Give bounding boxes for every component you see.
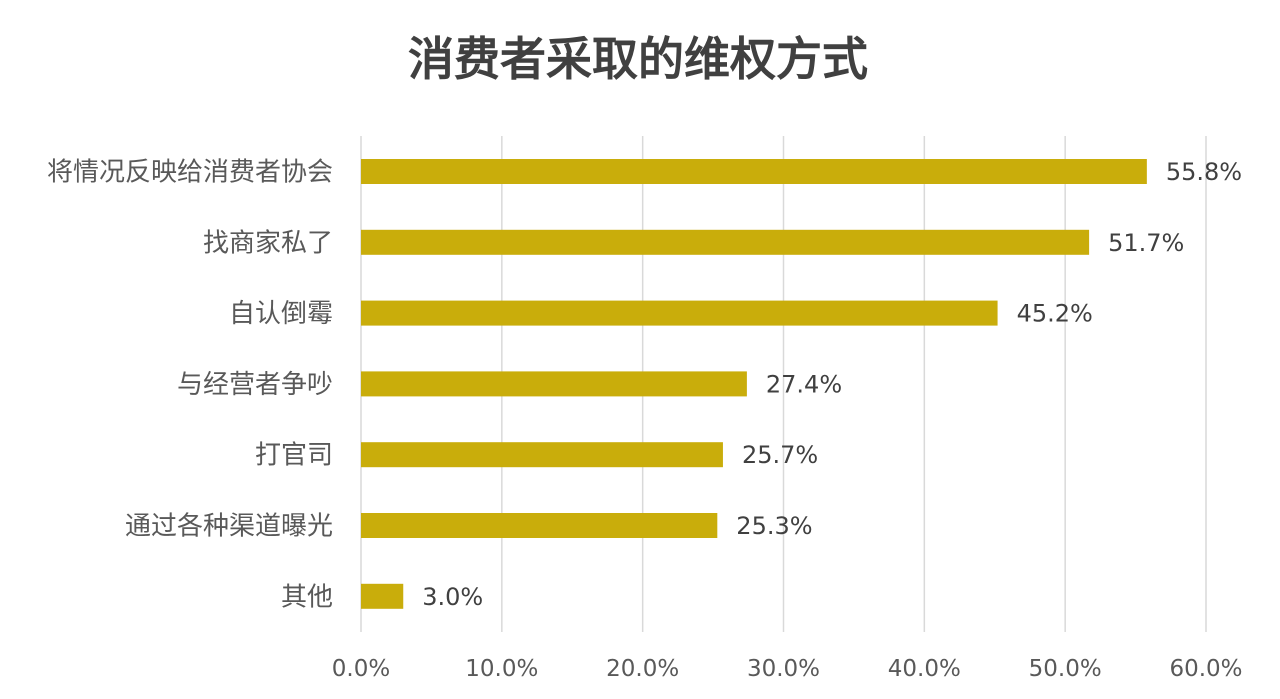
x-tick-label: 0.0% bbox=[332, 656, 390, 682]
data-label: 45.2% bbox=[1017, 300, 1093, 328]
category-label: 与经营者争吵 bbox=[177, 370, 333, 400]
chart-title: 消费者采取的维权方式 bbox=[408, 32, 868, 86]
category-label: 找商家私了 bbox=[203, 228, 333, 258]
data-label: 27.4% bbox=[766, 370, 842, 398]
bar bbox=[361, 300, 998, 326]
x-tick-label: 50.0% bbox=[1029, 656, 1102, 682]
bars bbox=[361, 159, 1147, 609]
bar bbox=[361, 371, 747, 397]
value-labels: 55.8% 51.7% 45.2% 27.4% 25.7% 25.3% 3.0% bbox=[422, 158, 1242, 611]
data-label: 51.7% bbox=[1108, 229, 1184, 257]
category-label: 将情况反映给消费者协会 bbox=[47, 158, 333, 188]
x-tick-label: 10.0% bbox=[465, 656, 538, 682]
bar bbox=[361, 442, 723, 468]
x-tick-label: 20.0% bbox=[606, 656, 679, 682]
category-label: 打官司 bbox=[255, 441, 333, 471]
x-tick-label: 30.0% bbox=[747, 656, 820, 682]
bar bbox=[361, 513, 718, 538]
data-label: 25.7% bbox=[742, 441, 818, 469]
bar bbox=[361, 583, 404, 609]
data-label: 3.0% bbox=[422, 583, 483, 611]
data-label: 55.8% bbox=[1166, 158, 1242, 186]
bar bbox=[361, 229, 1090, 255]
x-axis-tick-labels: 0.0% 10.0% 20.0% 30.0% 40.0% 50.0% 60.0% bbox=[332, 656, 1243, 682]
data-label: 25.3% bbox=[736, 512, 812, 540]
category-label: 自认倒霉 bbox=[229, 299, 333, 329]
category-label: 通过各种渠道曝光 bbox=[125, 512, 333, 542]
category-label: 其他 bbox=[281, 582, 333, 612]
bar bbox=[361, 159, 1147, 184]
x-tick-label: 40.0% bbox=[888, 656, 961, 682]
x-tick-label: 60.0% bbox=[1169, 656, 1242, 682]
